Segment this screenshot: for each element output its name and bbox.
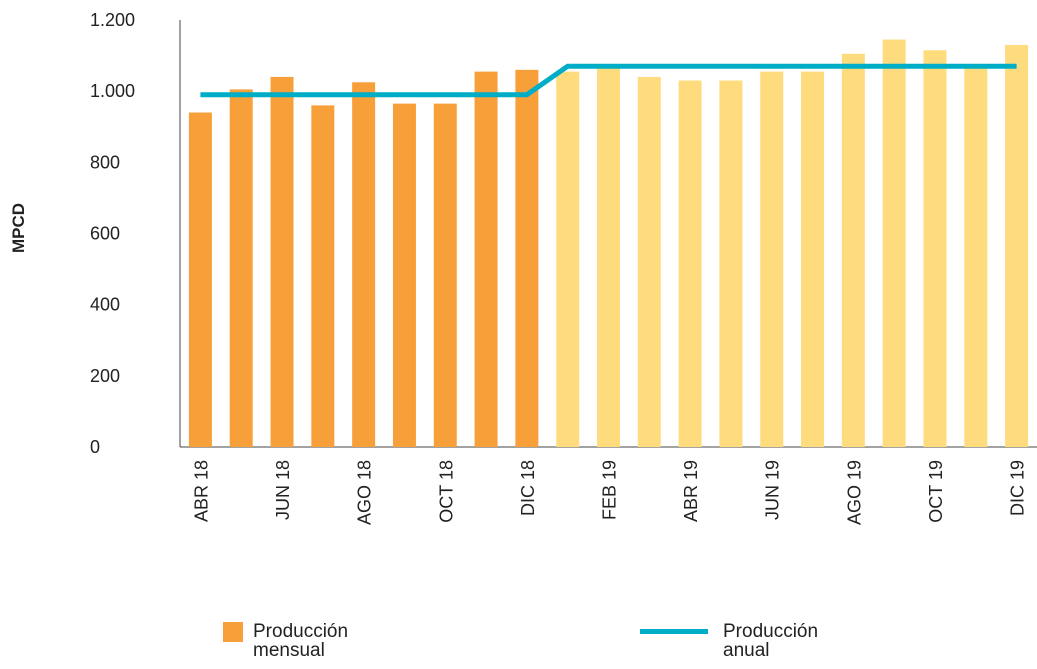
legend-label: Producción anual: [723, 621, 819, 661]
x-tick-label: DIC 18: [518, 460, 538, 516]
legend-swatch: [223, 622, 243, 642]
bar: [392, 103, 416, 447]
line: [200, 63, 1017, 98]
bar: [433, 103, 457, 447]
x-tick-label: AGO 19: [844, 460, 864, 525]
bar: [270, 76, 294, 447]
y-tick-label: 1.200: [90, 10, 135, 30]
bar: [556, 71, 580, 448]
bar: [841, 53, 865, 447]
bar: [229, 89, 253, 447]
y-tick-label: 600: [90, 224, 120, 244]
x-tick-label: AGO 18: [355, 460, 375, 525]
bar: [597, 66, 620, 447]
x-tick-label: DIC 19: [1008, 460, 1028, 516]
x-tick-label: JUN 18: [273, 460, 293, 520]
y-axis-label: MPCD: [9, 203, 28, 253]
bar: [882, 39, 906, 448]
x-tick-label: JUN 19: [763, 460, 783, 520]
bar: [678, 80, 702, 447]
x-tick-label: OCT 19: [926, 460, 946, 523]
bar: [311, 105, 335, 448]
bar: [1005, 44, 1029, 448]
legend-label: Producción mensual: [253, 621, 349, 661]
y-tick-label: 1.000: [90, 81, 135, 101]
bar: [801, 71, 825, 448]
bar: [352, 82, 376, 447]
bar: [474, 71, 498, 448]
x-tick-label: FEB 19: [600, 460, 620, 520]
bar: [515, 69, 539, 448]
y-tick-label: 0: [90, 437, 100, 457]
bar: [760, 71, 784, 448]
x-tick-label: ABR 19: [681, 460, 701, 522]
y-tick-label: 800: [90, 152, 120, 172]
bar: [964, 68, 988, 447]
x-tick-label: OCT 18: [436, 460, 456, 523]
y-tick-label: 200: [90, 366, 120, 386]
legend-swatch: [640, 629, 708, 634]
x-tick-label: ABR 18: [191, 460, 211, 522]
bar: [923, 50, 947, 447]
bar: [719, 80, 743, 447]
bar: [188, 112, 212, 448]
y-tick-label: 400: [90, 295, 120, 315]
bar: [637, 76, 661, 447]
